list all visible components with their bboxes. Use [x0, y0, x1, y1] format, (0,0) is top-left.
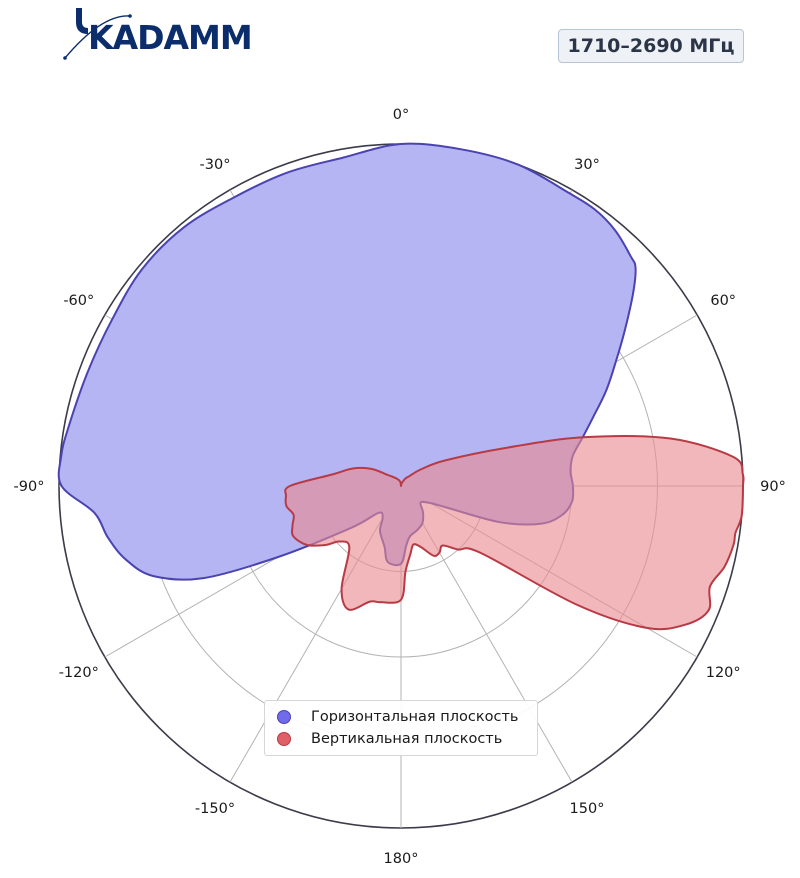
angle-tick-label: 150° [570, 801, 605, 817]
series-vertical-area [284, 435, 745, 631]
legend-swatch-vertical [277, 732, 291, 746]
logo-mark-icon [63, 8, 132, 60]
angle-tick-label: 30° [574, 157, 600, 173]
angle-tick-label: 180° [384, 851, 419, 867]
angle-tick-label: -150° [195, 801, 235, 817]
logo-text: KADAMM [88, 18, 253, 57]
angle-tick-label: -30° [200, 157, 231, 173]
angle-tick-label: 90° [760, 479, 786, 495]
legend-label-horizontal: Горизонтальная плоскость [311, 709, 519, 725]
legend-item-horizontal: Горизонтальная плоскость [277, 706, 537, 728]
angle-tick-label: 0° [393, 107, 409, 123]
angle-tick-label: -120° [59, 665, 99, 681]
kadamm-logo [63, 8, 132, 60]
legend-item-vertical: Вертикальная плоскость [277, 728, 537, 750]
angle-tick-label: 120° [706, 665, 741, 681]
angle-tick-label: -90° [14, 479, 45, 495]
angle-tick-label: -60° [63, 293, 94, 309]
legend: Горизонтальная плоскость Вертикальная пл… [264, 700, 538, 756]
legend-swatch-horizontal [277, 710, 291, 724]
legend-label-vertical: Вертикальная плоскость [311, 731, 503, 747]
frequency-badge: 1710–2690 МГц [558, 29, 744, 63]
series-layer [57, 142, 745, 631]
angle-tick-labels: 0° 30° 60° 90° 120° 150° 180° -150° -120° -90° -60… [14, 107, 786, 867]
angle-tick-label: 60° [710, 293, 736, 309]
